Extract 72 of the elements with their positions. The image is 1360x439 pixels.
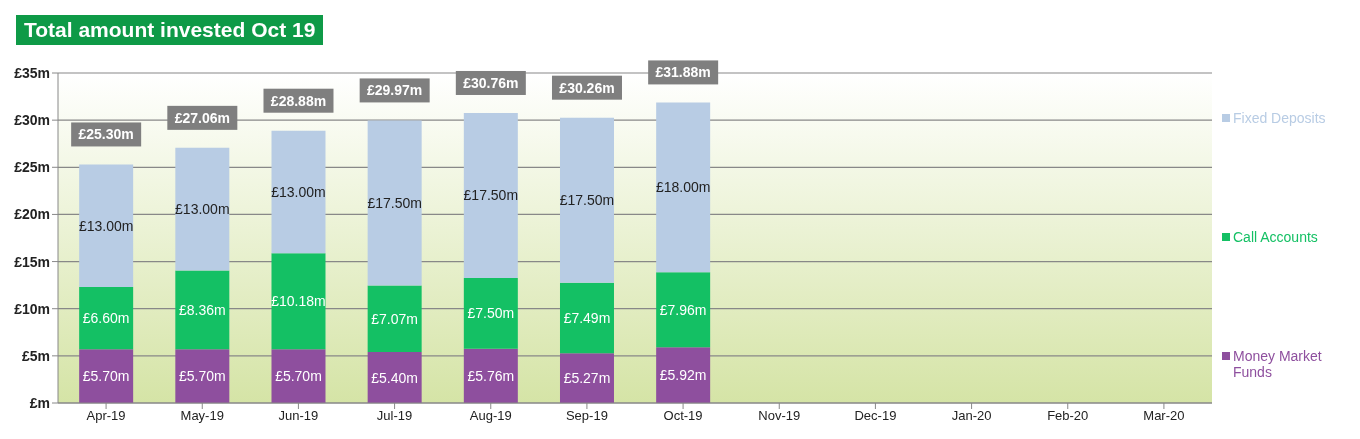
x-tick-label: Jun-19 <box>278 408 319 424</box>
x-tick-label: Aug-19 <box>469 408 512 424</box>
total-label: £27.06m <box>174 109 230 126</box>
bar <box>559 353 614 403</box>
total-label: £25.30m <box>78 126 134 143</box>
legend-label: Money Market Funds <box>1233 347 1323 380</box>
legend-label: Call Accounts <box>1233 228 1318 245</box>
total-label: £30.26m <box>559 79 615 96</box>
data-label: £13.00m <box>175 201 230 218</box>
x-tick-label: Oct-19 <box>663 408 703 424</box>
bar <box>463 112 518 278</box>
bar <box>463 348 518 403</box>
data-label: £17.50m <box>463 187 519 204</box>
bar <box>656 347 711 403</box>
y-tick-label: £m <box>29 394 50 411</box>
bar <box>79 287 134 350</box>
total-label: £28.88m <box>270 92 327 109</box>
data-label: £17.50m <box>367 194 422 211</box>
data-label: £5.27m <box>563 370 611 387</box>
data-label: £6.60m <box>82 310 130 327</box>
data-label: £5.40m <box>371 369 419 386</box>
data-label: £5.70m <box>275 368 322 385</box>
data-label: £5.70m <box>82 368 130 385</box>
bar <box>463 277 518 349</box>
y-tick-label: £25m <box>14 159 50 176</box>
bar <box>79 349 134 403</box>
data-label: £5.76m <box>467 367 515 384</box>
total-label: £30.76m <box>463 74 519 91</box>
data-label: £7.49m <box>563 310 611 326</box>
chart-title: Total amount invested Oct 19 <box>16 15 324 45</box>
y-tick-label: £5m <box>21 347 50 364</box>
bar <box>175 349 230 403</box>
bar <box>175 270 230 350</box>
x-tick-label: Feb-20 <box>1047 408 1089 424</box>
total-label: £29.97m <box>367 82 423 99</box>
bar <box>271 349 326 403</box>
legend-label: Fixed Deposits <box>1233 109 1326 126</box>
bar <box>559 282 614 354</box>
bar <box>559 117 614 283</box>
data-label: £17.50m <box>559 192 615 209</box>
bar <box>367 120 422 286</box>
x-tick-label: May-19 <box>180 408 224 424</box>
bar <box>271 253 326 350</box>
x-tick-label: Apr-19 <box>86 408 126 424</box>
data-label: £5.70m <box>178 368 226 385</box>
x-tick-label: Nov-19 <box>758 408 801 424</box>
data-label: £7.50m <box>467 305 515 322</box>
y-tick-label: £30m <box>14 112 50 129</box>
data-label: £13.00m <box>78 217 134 234</box>
y-tick-label: £10m <box>14 300 50 317</box>
y-tick-label: £35m <box>14 64 50 81</box>
data-label: £5.92m <box>659 367 707 384</box>
bar <box>656 272 711 348</box>
data-label: £7.07m <box>371 310 419 327</box>
bar <box>79 164 134 288</box>
data-label: £10.18m <box>271 293 326 310</box>
data-label: £7.96m <box>659 301 707 318</box>
y-tick-label: £20m <box>14 206 50 223</box>
bar <box>175 147 230 271</box>
total-label: £31.88m <box>655 64 711 81</box>
x-tick-label: Jul-19 <box>376 408 413 424</box>
data-label: £8.36m <box>178 301 226 318</box>
x-tick-label: Mar-20 <box>1143 408 1185 424</box>
y-tick-label: £15m <box>14 253 50 270</box>
data-label: £13.00m <box>271 183 326 200</box>
data-label: £18.00m <box>655 179 711 196</box>
bar <box>271 130 326 254</box>
bar <box>656 102 711 273</box>
x-tick-label: Sep-19 <box>565 408 608 424</box>
x-tick-label: Jan-20 <box>951 408 992 424</box>
x-tick-label: Dec-19 <box>854 408 897 424</box>
bar <box>367 285 422 353</box>
